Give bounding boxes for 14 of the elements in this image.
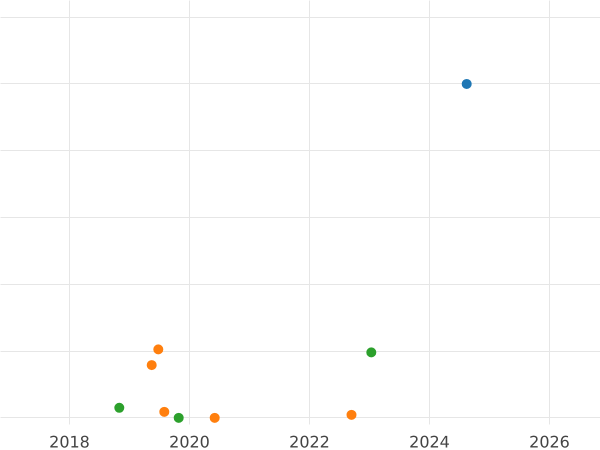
x-tick-label: 2024	[409, 432, 450, 450]
x-tick-label: 2020	[169, 432, 210, 450]
x-tick-label: 2018	[49, 432, 90, 450]
x-tick-label: 2022	[289, 432, 330, 450]
point	[159, 406, 170, 417]
point	[210, 412, 220, 423]
point	[114, 402, 124, 413]
point	[462, 78, 472, 89]
point	[346, 410, 356, 420]
x-tick-label: 2026	[529, 432, 570, 450]
point	[366, 347, 376, 358]
point	[146, 360, 157, 370]
point	[174, 412, 184, 423]
point	[153, 344, 164, 354]
